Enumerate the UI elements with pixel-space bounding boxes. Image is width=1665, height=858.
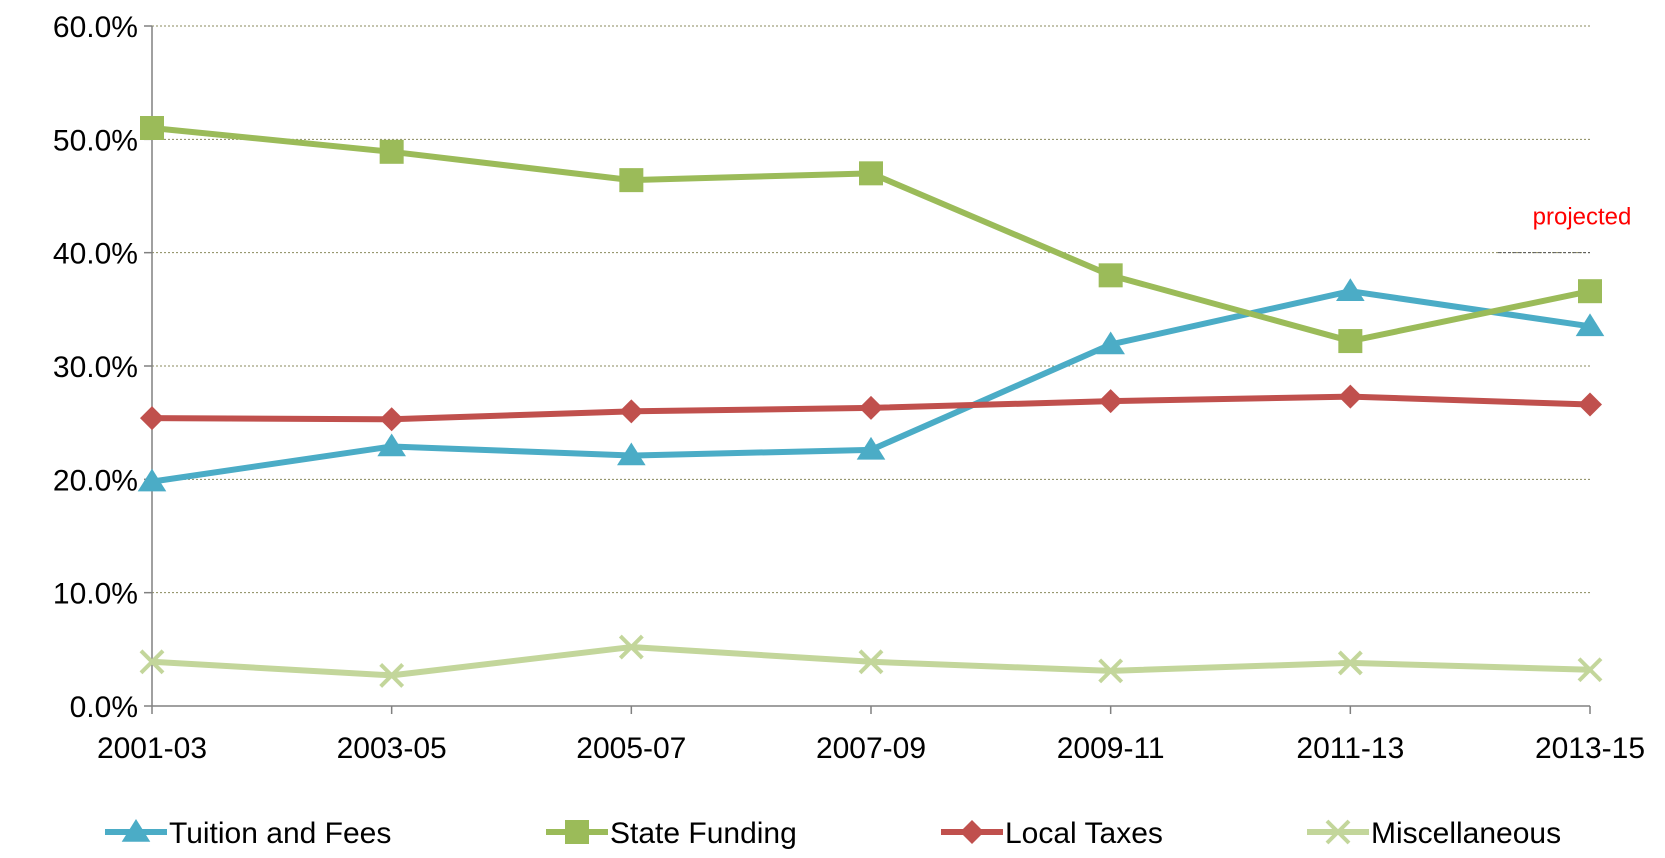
y-tick-label: 60.0%: [53, 11, 138, 44]
data-point: [1577, 657, 1603, 683]
legend-item-2: Local Taxes: [941, 817, 1163, 850]
legend-label: Local Taxes: [1005, 817, 1163, 850]
y-tick-label: 20.0%: [53, 464, 138, 497]
legend-item-0: Tuition and Fees: [105, 817, 391, 850]
legend-item-3: Miscellaneous: [1307, 817, 1561, 850]
data-point: [140, 406, 164, 431]
x-tick-label: 2001-03: [97, 732, 207, 765]
legend-label: Miscellaneous: [1371, 817, 1561, 850]
y-tick-labels: 0.0% 10.0% 20.0% 30.0% 40.0% 50.0% 60.0%: [53, 11, 138, 724]
y-tick-label: 0.0%: [70, 691, 138, 724]
data-point: [377, 433, 406, 457]
legend-label: State Funding: [610, 817, 797, 850]
data-point: [617, 442, 646, 466]
data-point: [1098, 658, 1124, 684]
data-point: [140, 116, 164, 140]
data-point: [856, 436, 886, 460]
data-point: [1575, 313, 1605, 337]
x-tick-label: 2011-13: [1296, 732, 1404, 765]
x-tick-label: 2007-09: [816, 732, 926, 765]
data-point: [1336, 278, 1365, 301]
data-point: [1337, 650, 1363, 676]
data-point: [859, 395, 883, 420]
data-point: [858, 649, 884, 675]
series-0: [137, 278, 1605, 492]
data-point: [379, 139, 404, 164]
data-point: [859, 161, 883, 186]
data-point: [379, 662, 405, 688]
legend-item-1: State Funding: [546, 817, 797, 850]
gridlines: [152, 25, 1590, 594]
legend-marker: [1325, 819, 1351, 845]
x-tick-label: 2009-11: [1057, 732, 1165, 765]
legend-marker: [121, 819, 151, 842]
series-layer: [137, 116, 1605, 688]
y-tick-label: 50.0%: [53, 124, 138, 157]
projected-annotation: projected: [1533, 204, 1632, 231]
data-point: [1096, 331, 1125, 355]
annotation-layer: projected: [1498, 204, 1632, 254]
x-tick-label: 2013-15: [1535, 732, 1645, 765]
series-2: [140, 384, 1602, 432]
y-tick-label: 10.0%: [53, 578, 138, 611]
x-tick-labels: 2001-03 2003-05 2005-07 2007-09 2009-11 2011-…: [97, 732, 1645, 765]
data-point: [1098, 263, 1123, 288]
legend-marker: [960, 820, 984, 844]
y-tick-label: 40.0%: [53, 238, 138, 271]
data-point: [618, 634, 644, 660]
data-point: [619, 168, 644, 193]
data-point: [1578, 279, 1602, 304]
y-tick-label: 30.0%: [53, 351, 138, 384]
data-point: [1338, 384, 1363, 409]
data-point: [1578, 392, 1602, 417]
legend-marker: [565, 820, 589, 844]
x-tick-label: 2005-07: [576, 732, 686, 765]
data-point: [137, 468, 167, 492]
series-3: [139, 634, 1603, 688]
legend-label: Tuition and Fees: [169, 817, 391, 850]
axes: [144, 25, 1591, 714]
series-line: [151, 125, 1591, 345]
data-point: [619, 399, 644, 424]
data-point: [1098, 389, 1123, 414]
data-point: [1338, 329, 1363, 354]
data-point: [379, 407, 404, 432]
x-tick-label: 2003-05: [337, 732, 447, 765]
data-point: [139, 649, 165, 675]
series-1: [140, 116, 1602, 354]
legend: Tuition and Fees State Funding Local Taxes…: [105, 817, 1561, 850]
